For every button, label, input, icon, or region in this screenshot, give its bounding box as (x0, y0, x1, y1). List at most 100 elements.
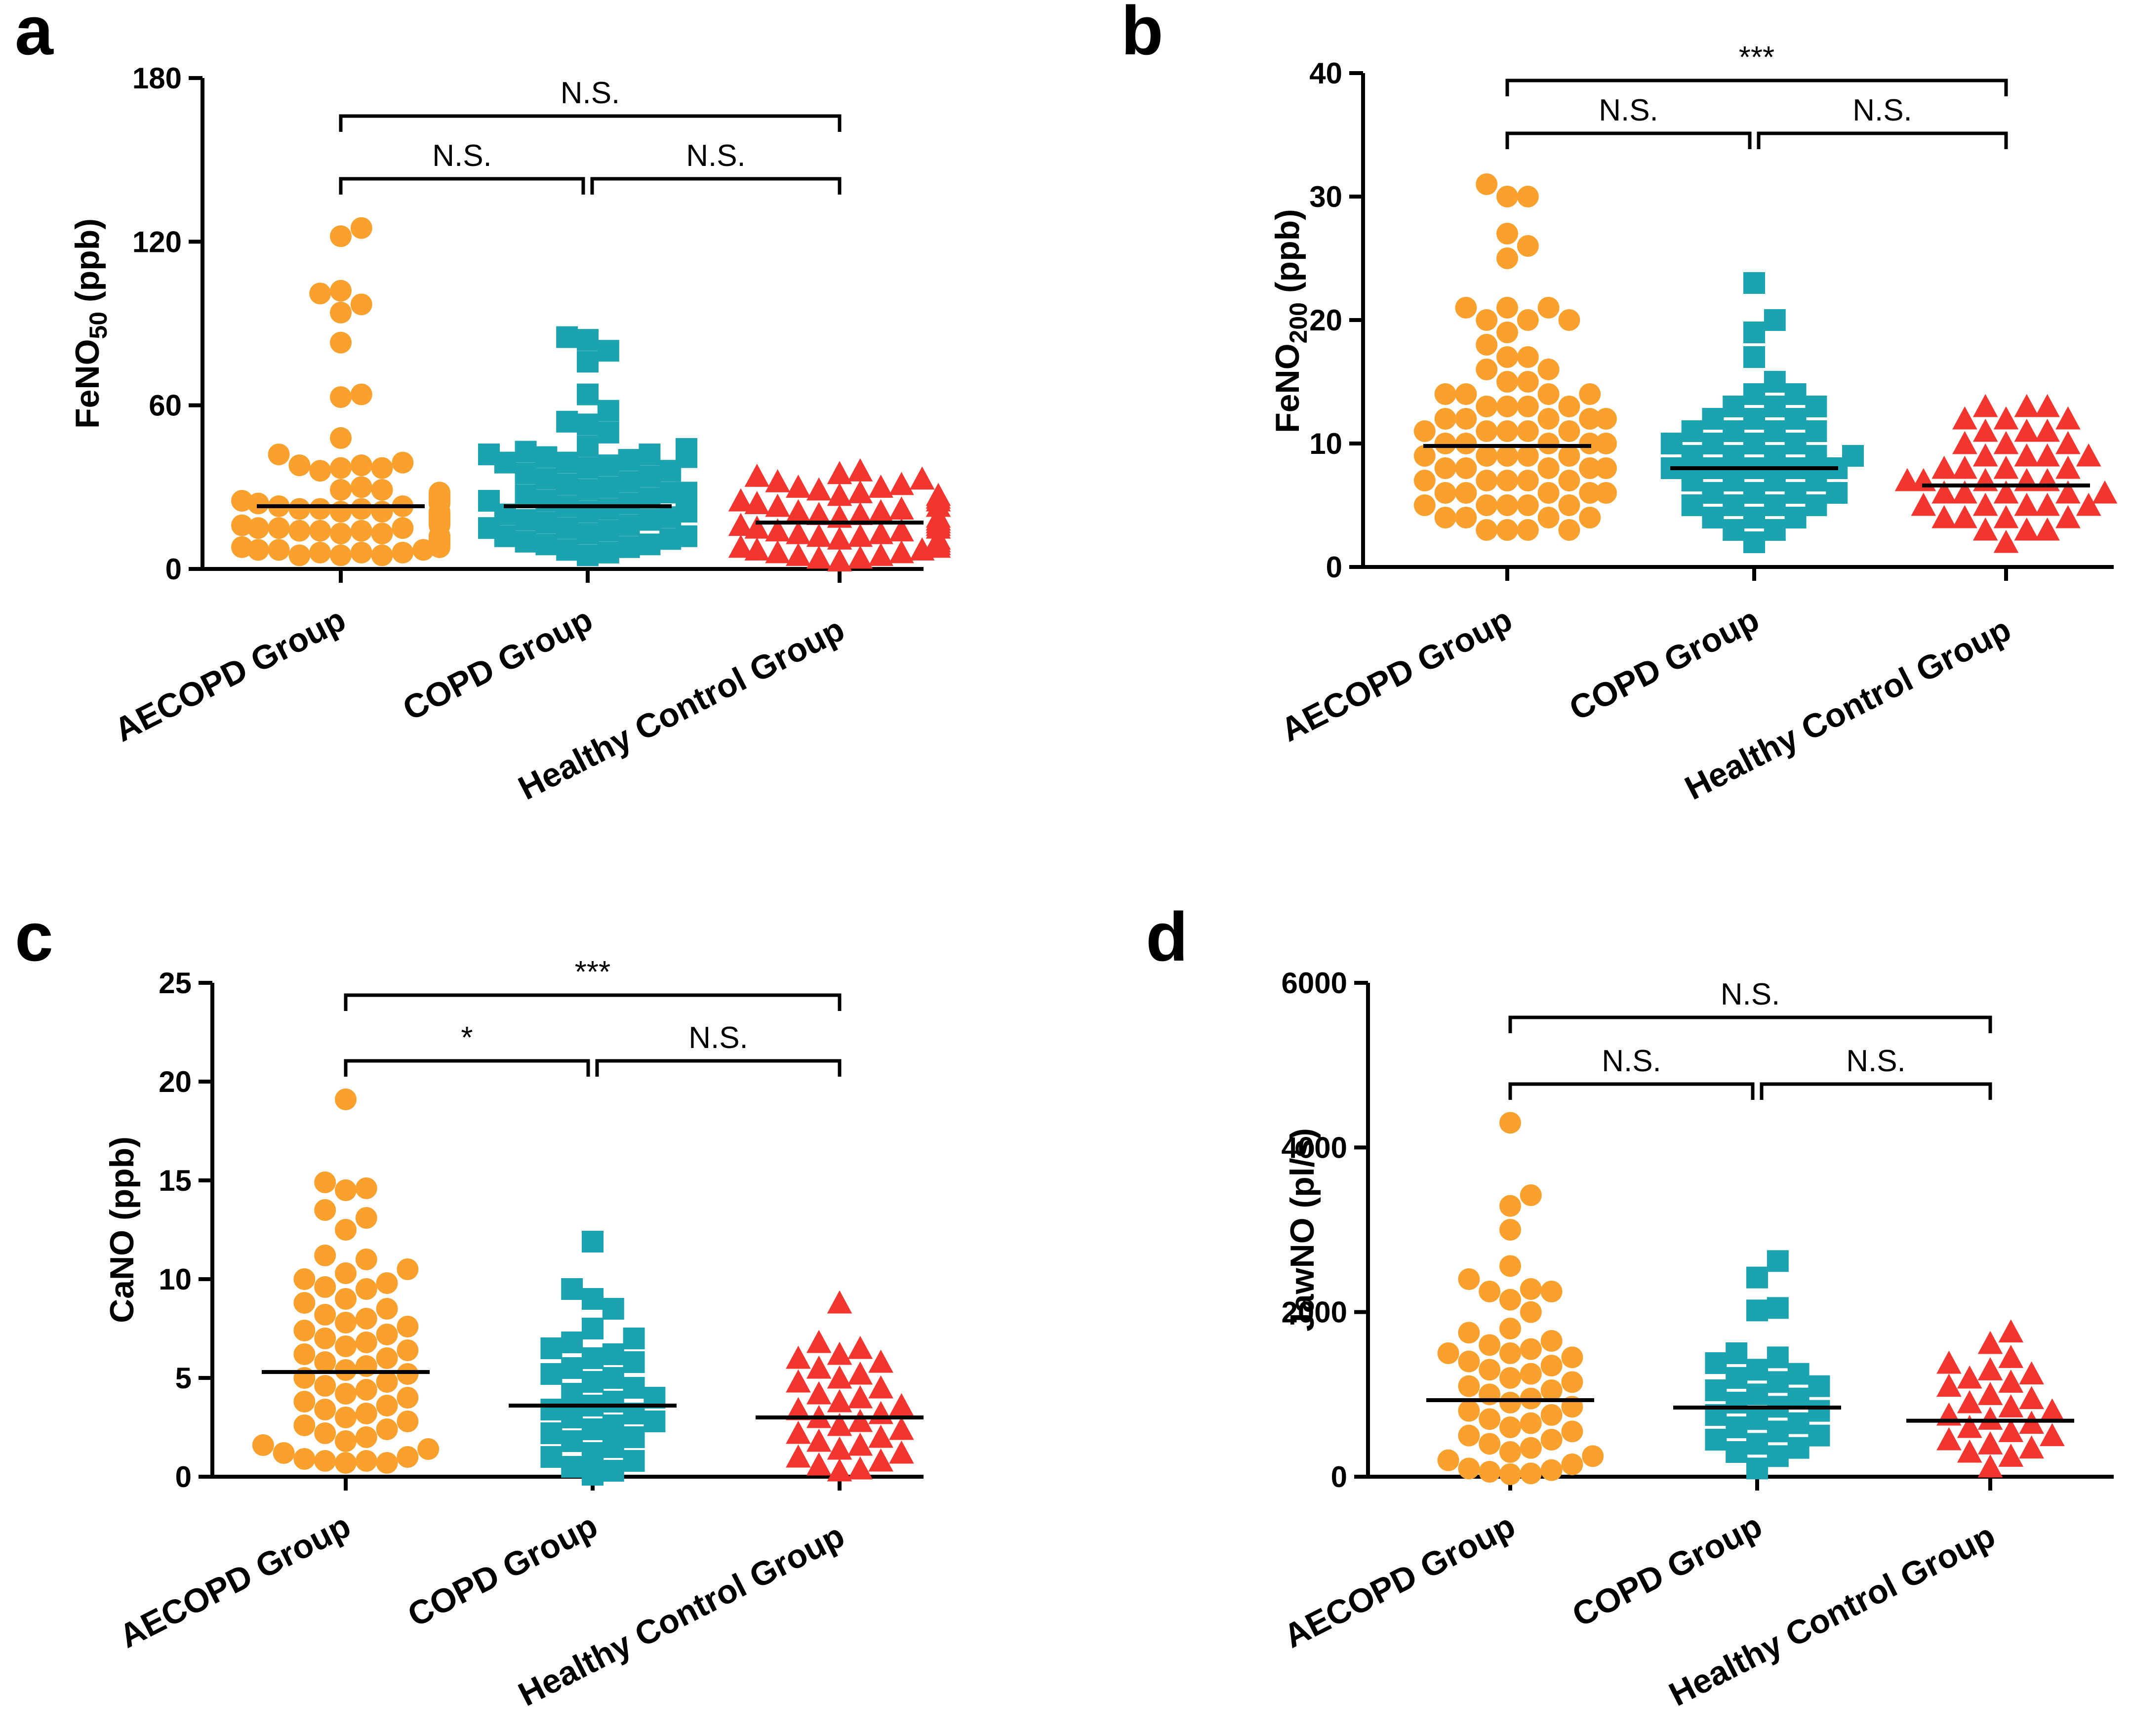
data-point (577, 383, 599, 405)
y-axis-label-unit: (ppb) (69, 218, 106, 312)
data-point (1520, 1184, 1542, 1206)
data-point (1455, 457, 1477, 479)
panel-label-c: c (15, 898, 53, 975)
data-point (1784, 383, 1807, 405)
data-point (1520, 1462, 1542, 1485)
data-point (868, 499, 893, 523)
data-point (1702, 433, 1724, 454)
data-point (1808, 1424, 1830, 1447)
data-point (1705, 1379, 1727, 1401)
data-point (1479, 1408, 1501, 1430)
data-point (1767, 1420, 1789, 1443)
data-point (1579, 457, 1601, 479)
data-point (371, 523, 393, 545)
data-point (330, 501, 352, 523)
data-point (556, 451, 578, 474)
data-point (1743, 408, 1765, 430)
data-point (1993, 480, 2019, 504)
data-point (355, 1207, 377, 1229)
data-point (1681, 494, 1703, 516)
data-point (827, 483, 852, 506)
data-point (355, 1426, 377, 1448)
y-tick-label: 20 (1309, 304, 1342, 337)
data-point (847, 545, 873, 569)
data-point (330, 523, 352, 545)
data-point (1993, 406, 2019, 430)
data-point (868, 543, 893, 566)
data-point (350, 383, 372, 405)
data-point (597, 498, 619, 520)
data-point (350, 498, 372, 520)
data-point (330, 301, 352, 323)
data-point (1805, 420, 1827, 442)
data-point (1787, 1437, 1810, 1459)
data-point (540, 1446, 563, 1468)
data-point (1561, 1346, 1583, 1369)
data-point (1952, 505, 1977, 528)
significance-bracket (339, 177, 585, 195)
data-point (1455, 433, 1477, 454)
data-point (597, 340, 619, 362)
data-point (1595, 433, 1617, 454)
data-point (2055, 431, 2081, 454)
data-point (889, 472, 914, 495)
data-point (1743, 346, 1765, 368)
data-point (273, 1442, 295, 1464)
data-point (597, 454, 619, 477)
data-point (314, 1199, 336, 1221)
data-point (2035, 492, 2060, 516)
data-point (2035, 443, 2060, 467)
data-point (1496, 186, 1518, 207)
significance-label: * (461, 1021, 473, 1055)
data-point (1496, 470, 1518, 491)
data-point (1476, 445, 1498, 467)
data-point (827, 1458, 852, 1482)
significance-label: N.S. (686, 139, 746, 173)
data-point (806, 477, 832, 501)
x-tick-label: AECOPD Group (114, 1507, 357, 1655)
data-point (1702, 482, 1724, 504)
data-point (1936, 1350, 1962, 1374)
data-point (293, 1343, 316, 1365)
data-point (765, 469, 790, 492)
data-point (314, 1328, 336, 1349)
data-point (1767, 1297, 1789, 1319)
data-point (744, 463, 770, 487)
panel-label-d: d (1146, 898, 1188, 975)
data-point (1952, 455, 1977, 479)
data-point (1496, 519, 1518, 541)
data-point (786, 521, 811, 544)
y-tick-label: 4000 (1282, 1131, 1347, 1164)
data-point (1911, 492, 1936, 516)
data-point (350, 476, 372, 498)
data-point (889, 1393, 914, 1416)
data-point (1413, 470, 1436, 491)
data-point (1476, 396, 1498, 417)
data-point (1743, 531, 1765, 553)
data-point (293, 1292, 316, 1314)
data-point (827, 1341, 852, 1365)
data-point (1952, 480, 1977, 504)
data-point (582, 1442, 603, 1464)
data-point (1842, 445, 1864, 467)
data-point (847, 480, 873, 503)
data-point (397, 1258, 419, 1280)
significance-label: *** (575, 955, 610, 989)
data-point (602, 1298, 624, 1320)
data-point (1977, 1454, 2003, 1478)
data-point (1476, 519, 1498, 541)
data-point (1517, 519, 1539, 541)
significance-label: N.S. (1602, 1044, 1661, 1078)
data-point (1434, 408, 1456, 430)
data-point (1499, 1392, 1521, 1413)
data-point (1558, 309, 1580, 331)
panel-b: b 0 10 20 30 40 FeNO200 (ppb) AECOPD Group COPD … (1121, 0, 2118, 807)
data-point (1702, 408, 1724, 430)
y-tick-label: 0 (1326, 551, 1342, 584)
data-point (582, 1371, 603, 1393)
data-point (355, 1177, 377, 1199)
data-point (1681, 445, 1703, 467)
data-point (1805, 494, 1827, 516)
data-point (1702, 507, 1724, 528)
